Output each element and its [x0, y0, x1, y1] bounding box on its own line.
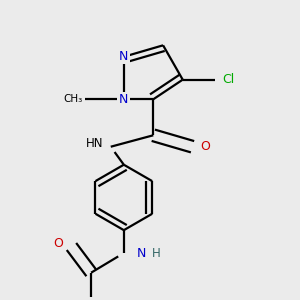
Text: H: H — [152, 247, 161, 260]
Text: CH₃: CH₃ — [64, 94, 83, 104]
Text: O: O — [201, 140, 211, 153]
Text: Cl: Cl — [222, 73, 235, 86]
Text: HN: HN — [85, 137, 103, 150]
Text: O: O — [53, 237, 63, 250]
Text: N: N — [119, 50, 128, 63]
Text: N: N — [119, 93, 128, 106]
Text: N: N — [137, 247, 146, 260]
